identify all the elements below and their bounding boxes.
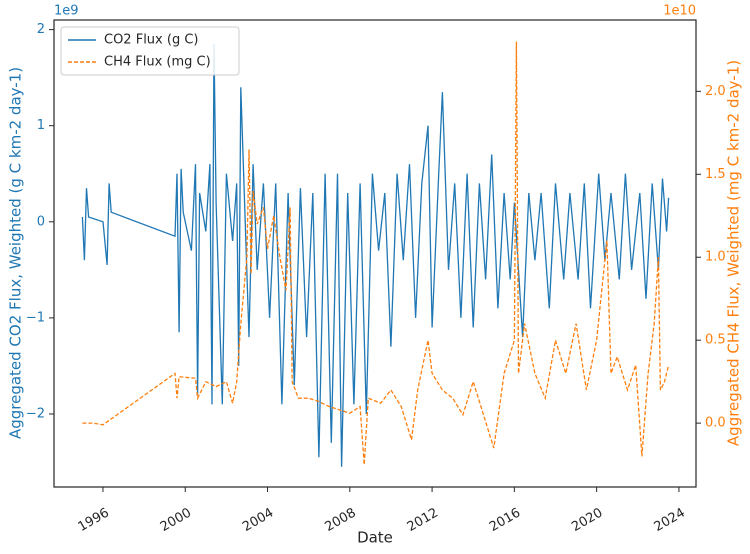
axes-frame: [53, 19, 697, 488]
y-tick-label: −2: [26, 406, 45, 421]
x-tick-label: 2008: [322, 505, 358, 535]
y2-tick-label: 1.5: [705, 167, 726, 182]
y2-offset-text: 1e10: [663, 4, 696, 19]
y2-tick-label: 0.5: [705, 333, 726, 348]
series-line: [82, 41, 670, 465]
x-tick-label: 2004: [240, 505, 276, 535]
legend-label: CH4 Flux (mg C): [104, 55, 211, 70]
x-tick-label: 1996: [76, 505, 112, 535]
legend-label: CO2 Flux (g C): [104, 33, 198, 48]
y2-axis-label: Aggregated CH4 Flux, Weighted (mg C km-2…: [725, 60, 743, 446]
y-tick-label: 2: [37, 22, 45, 37]
y-axis-label: Aggregated CO2 Flux, Weighted (g C km-2 …: [7, 67, 25, 439]
y2-tick-label: 0.0: [705, 416, 726, 431]
x-tick-label: 2016: [487, 505, 523, 535]
x-tick-label: 2012: [405, 505, 441, 535]
y2-tick-label: 2.0: [705, 84, 726, 99]
x-tick-label: 2020: [569, 505, 605, 535]
y-offset-text: 1e9: [54, 4, 79, 19]
y2-tick-label: 1.0: [705, 250, 726, 265]
legend: CO2 Flux (g C) CH4 Flux (mg C): [60, 26, 240, 76]
series-line: [81, 43, 670, 467]
y-tick-label: −1: [26, 310, 45, 325]
x-tick-label: 2024: [652, 505, 688, 535]
plot-area: [81, 41, 670, 467]
y-tick-label: 0: [37, 214, 45, 229]
x-axis-label: Date: [357, 529, 393, 547]
x-tick-label: 2000: [158, 505, 194, 535]
legend-box: [60, 26, 240, 76]
y-tick-label: 1: [37, 118, 45, 133]
